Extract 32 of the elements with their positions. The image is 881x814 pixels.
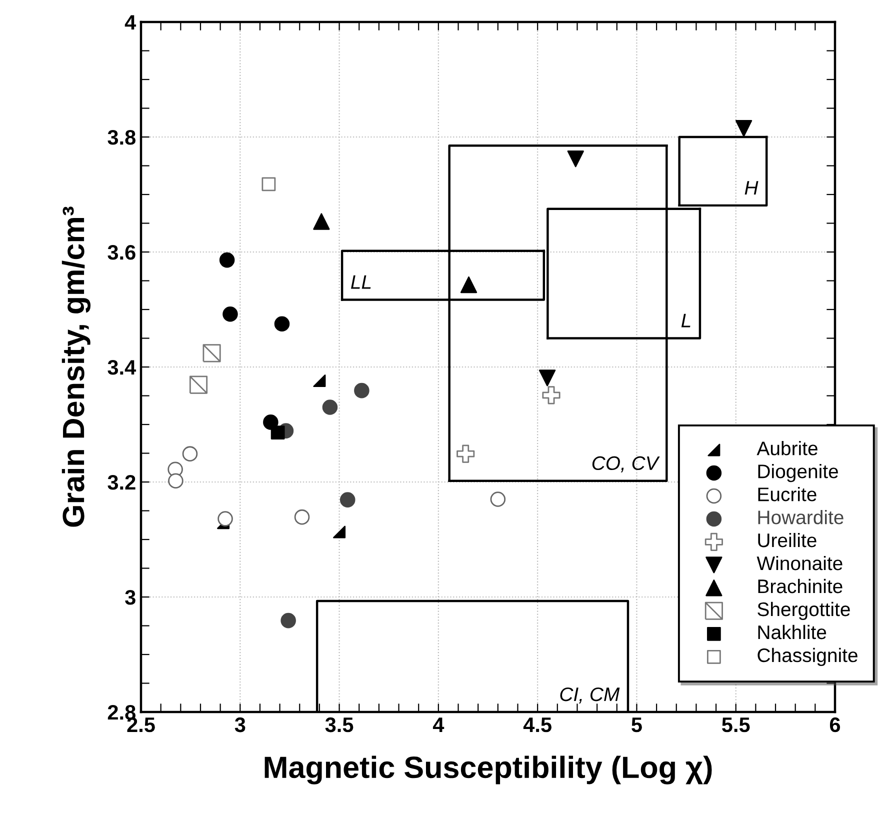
legend-label: Chassignite [758,648,858,666]
legend-label: Ureilite [758,532,816,548]
legend-label: Howardite [758,510,844,524]
legend-label: Aubrite [756,441,818,456]
y-tick-label: 4 [124,15,136,30]
y-axis-title: Grain Density, gm/cm³ [62,206,91,527]
x-tick-label: 2.5 [127,717,155,732]
x-axis-title: Magnetic Susceptibility (Log χ) [264,756,712,784]
annotation: LL [350,275,371,289]
annotation: CO, CV [592,456,660,472]
legend-label: Diogenite [758,464,838,482]
x-tick-label: 6 [830,717,840,732]
y-tick-label: 3.2 [108,475,136,490]
legend-label: Eucrite [758,486,816,502]
legend-label: Winonaite [756,556,842,570]
y-tick-label: 3.6 [108,245,136,260]
y-tick-label: 2.8 [108,705,136,720]
legend-label: Shergottite [758,602,850,620]
x-tick-label: 4 [432,718,444,732]
y-tick-label: 3.8 [108,130,136,145]
x-tick-label: 3.5 [325,717,354,732]
legend-label: Nakhlite [758,624,826,640]
x-tick-label: 4.5 [523,718,552,732]
x-tick-label: 3 [234,717,246,732]
x-tick-label: 5 [632,718,642,732]
annotation: CI, CM [560,687,620,704]
legend-label: Brachinite [758,578,842,594]
y-tick-label: 3 [125,590,136,605]
x-tick-label: 5.5 [722,718,750,732]
annotation: H [744,181,758,194]
y-tick-label: 3.4 [108,360,136,375]
annotation: L [681,314,690,328]
